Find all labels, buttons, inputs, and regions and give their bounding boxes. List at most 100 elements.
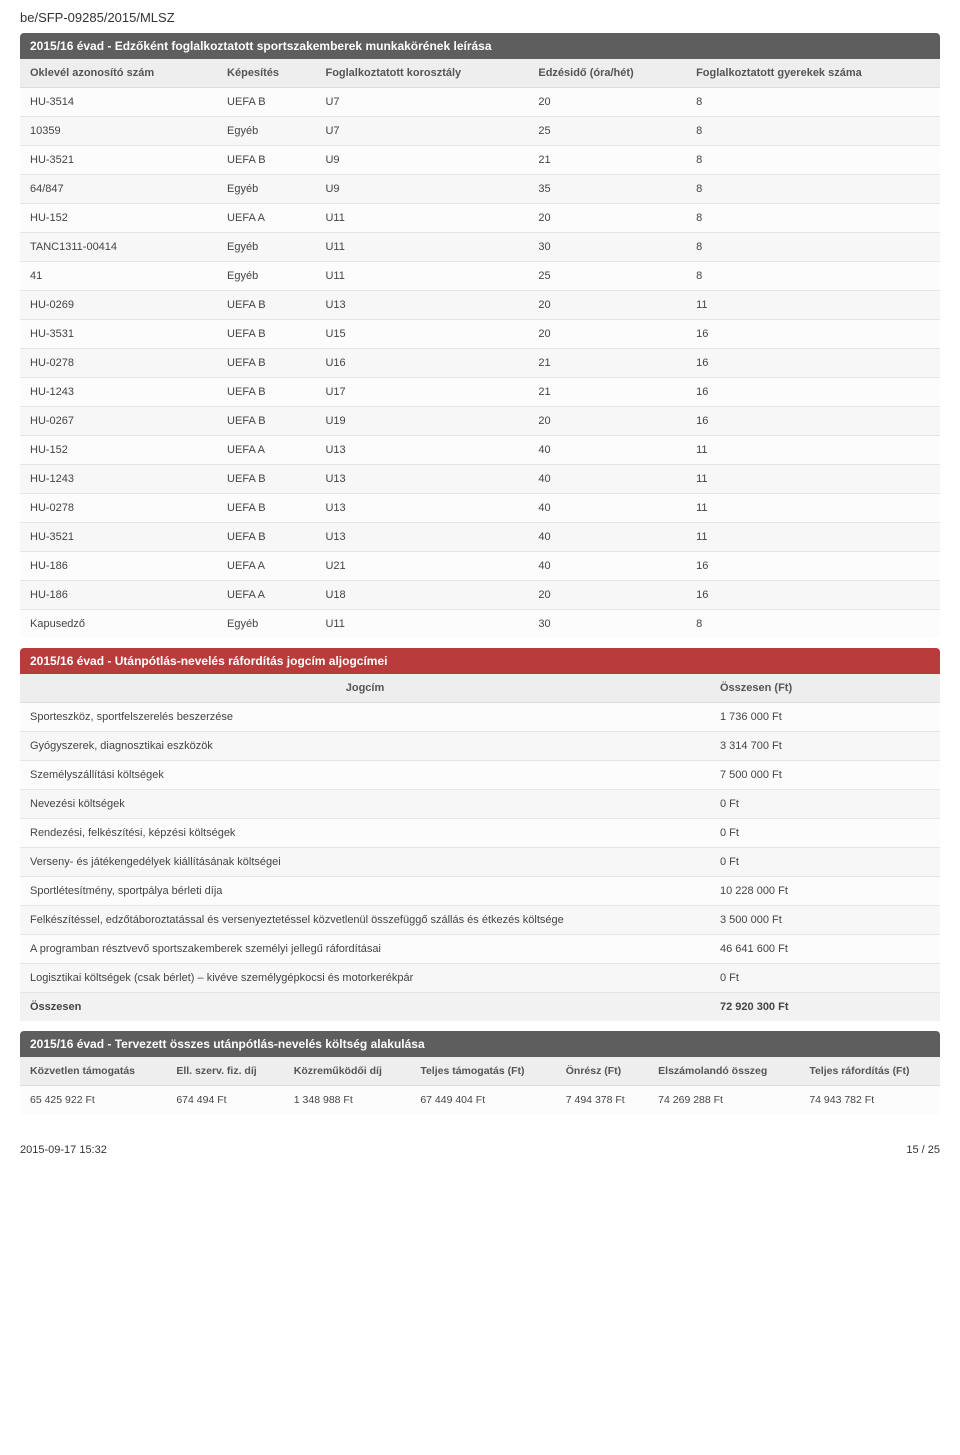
table-cell: UEFA B <box>217 407 315 436</box>
table-cell: A programban résztvevő sportszakemberek … <box>20 935 710 964</box>
jogcim-col-header: Összesen (Ft) <box>710 674 940 703</box>
table-row: 10359EgyébU7258 <box>20 117 940 146</box>
table-cell: HU-3531 <box>20 320 217 349</box>
table-cell: Kapusedző <box>20 610 217 639</box>
table-row: Nevezési költségek0 Ft <box>20 790 940 819</box>
table-row: 64/847EgyébU9358 <box>20 175 940 204</box>
table-row: Sporteszköz, sportfelszerelés beszerzése… <box>20 703 940 732</box>
budget-section-header: 2015/16 évad - Tervezett összes utánpótl… <box>20 1031 940 1057</box>
table-cell: HU-3521 <box>20 146 217 175</box>
table-row: HU-3521UEFA BU9218 <box>20 146 940 175</box>
table-cell: U9 <box>315 146 528 175</box>
table-cell: 40 <box>528 552 686 581</box>
staff-col-header: Foglalkoztatott korosztály <box>315 59 528 88</box>
table-cell: U7 <box>315 117 528 146</box>
table-cell: U11 <box>315 204 528 233</box>
staff-col-header: Oklevél azonosító szám <box>20 59 217 88</box>
table-cell: Személyszállítási költségek <box>20 761 710 790</box>
table-cell: 16 <box>686 581 940 610</box>
table-cell: U16 <box>315 349 528 378</box>
summary-cell: Összesen <box>20 993 710 1022</box>
table-cell: 74 269 288 Ft <box>648 1086 799 1115</box>
table-cell: 0 Ft <box>710 848 940 877</box>
table-row: HU-3521UEFA BU134011 <box>20 523 940 552</box>
table-cell: 16 <box>686 320 940 349</box>
table-cell: 0 Ft <box>710 819 940 848</box>
table-cell: 21 <box>528 349 686 378</box>
table-cell: 64/847 <box>20 175 217 204</box>
table-cell: 11 <box>686 436 940 465</box>
table-cell: UEFA A <box>217 552 315 581</box>
table-cell: UEFA B <box>217 494 315 523</box>
table-row: Verseny- és játékengedélyek kiállításána… <box>20 848 940 877</box>
table-row: Személyszállítási költségek7 500 000 Ft <box>20 761 940 790</box>
table-cell: HU-152 <box>20 204 217 233</box>
table-cell: Sportlétesítmény, sportpálya bérleti díj… <box>20 877 710 906</box>
staff-section-header: 2015/16 évad - Edzőként foglalkoztatott … <box>20 33 940 59</box>
table-cell: 11 <box>686 523 940 552</box>
footer-timestamp: 2015-09-17 15:32 <box>20 1144 107 1156</box>
table-cell: Egyéb <box>217 233 315 262</box>
table-row: HU-152UEFA AU11208 <box>20 204 940 233</box>
table-cell: 7 494 378 Ft <box>556 1086 648 1115</box>
table-cell: 16 <box>686 407 940 436</box>
table-cell: UEFA B <box>217 88 315 117</box>
table-cell: UEFA B <box>217 146 315 175</box>
footer-page: 15 / 25 <box>906 1144 940 1156</box>
table-cell: 8 <box>686 117 940 146</box>
doc-reference: be/SFP-09285/2015/MLSZ <box>20 10 940 25</box>
table-cell: HU-0278 <box>20 494 217 523</box>
table-cell: U21 <box>315 552 528 581</box>
budget-col-header: Elszámolandó összeg <box>648 1057 799 1086</box>
table-row: HU-1243UEFA BU134011 <box>20 465 940 494</box>
table-cell: 21 <box>528 378 686 407</box>
budget-col-header: Teljes támogatás (Ft) <box>410 1057 555 1086</box>
table-cell: 20 <box>528 88 686 117</box>
table-cell: 25 <box>528 117 686 146</box>
table-row: HU-186UEFA AU214016 <box>20 552 940 581</box>
table-cell: UEFA B <box>217 320 315 349</box>
table-cell: 46 641 600 Ft <box>710 935 940 964</box>
table-row: HU-152UEFA AU134011 <box>20 436 940 465</box>
staff-col-header: Edzésidő (óra/hét) <box>528 59 686 88</box>
table-row: HU-0269UEFA BU132011 <box>20 291 940 320</box>
table-cell: 10 228 000 Ft <box>710 877 940 906</box>
table-row: HU-3514UEFA BU7208 <box>20 88 940 117</box>
table-cell: UEFA A <box>217 581 315 610</box>
budget-table: Közvetlen támogatásEll. szerv. fiz. díjK… <box>20 1057 940 1114</box>
table-cell: 8 <box>686 610 940 639</box>
table-cell: Rendezési, felkészítési, képzési költség… <box>20 819 710 848</box>
table-row: A programban résztvevő sportszakemberek … <box>20 935 940 964</box>
table-cell: Nevezési költségek <box>20 790 710 819</box>
summary-row: Összesen72 920 300 Ft <box>20 993 940 1022</box>
table-row: 41EgyébU11258 <box>20 262 940 291</box>
table-cell: 30 <box>528 233 686 262</box>
staff-col-header: Képesítés <box>217 59 315 88</box>
table-cell: HU-3521 <box>20 523 217 552</box>
table-row: HU-0267UEFA BU192016 <box>20 407 940 436</box>
table-cell: U13 <box>315 291 528 320</box>
table-cell: 20 <box>528 320 686 349</box>
table-cell: UEFA B <box>217 291 315 320</box>
table-cell: UEFA B <box>217 523 315 552</box>
budget-col-header: Közreműködői díj <box>284 1057 411 1086</box>
table-cell: U13 <box>315 523 528 552</box>
table-cell: 74 943 782 Ft <box>799 1086 940 1115</box>
table-cell: 3 500 000 Ft <box>710 906 940 935</box>
table-cell: Logisztikai költségek (csak bérlet) – ki… <box>20 964 710 993</box>
table-row: HU-186UEFA AU182016 <box>20 581 940 610</box>
table-cell: Egyéb <box>217 262 315 291</box>
staff-col-header: Foglalkoztatott gyerekek száma <box>686 59 940 88</box>
table-cell: 674 494 Ft <box>166 1086 283 1115</box>
table-cell: U19 <box>315 407 528 436</box>
table-cell: UEFA A <box>217 436 315 465</box>
table-row: HU-0278UEFA BU162116 <box>20 349 940 378</box>
table-row: HU-0278UEFA BU134011 <box>20 494 940 523</box>
table-row: TANC1311-00414EgyébU11308 <box>20 233 940 262</box>
table-cell: Egyéb <box>217 610 315 639</box>
table-cell: 67 449 404 Ft <box>410 1086 555 1115</box>
table-cell: HU-0278 <box>20 349 217 378</box>
table-cell: Verseny- és játékengedélyek kiállításána… <box>20 848 710 877</box>
table-row: Sportlétesítmény, sportpálya bérleti díj… <box>20 877 940 906</box>
table-cell: 8 <box>686 146 940 175</box>
